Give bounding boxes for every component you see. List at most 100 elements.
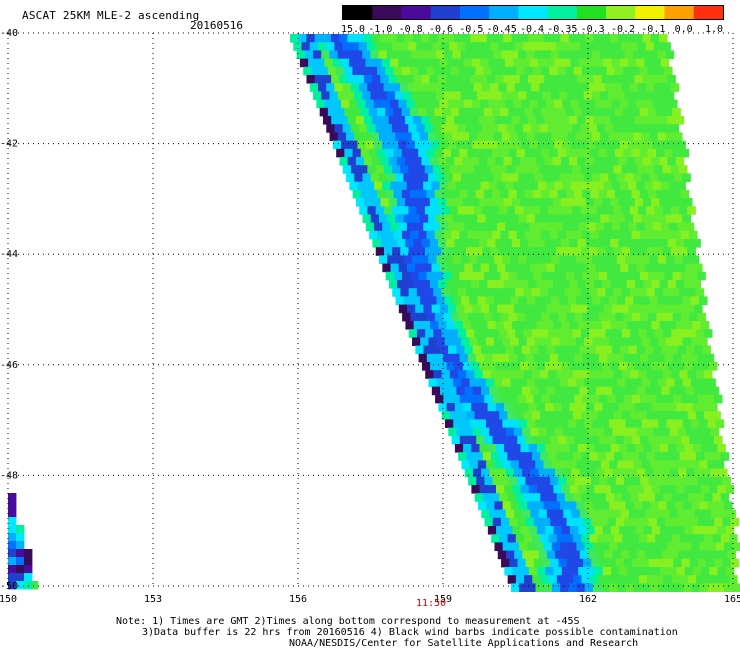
wind-cell [694, 509, 704, 519]
wind-cell [600, 296, 610, 305]
wind-cell [624, 558, 633, 568]
wind-cell [561, 239, 570, 248]
wind-cell [605, 370, 615, 379]
wind-cell [311, 66, 320, 76]
wind-cell [316, 99, 325, 109]
wind-cell [527, 583, 536, 592]
wind-cell [536, 239, 546, 248]
wind-cell [722, 476, 731, 486]
wind-cell [512, 362, 521, 371]
wind-cell [575, 132, 585, 141]
wind-cell [651, 362, 661, 371]
wind-cell [8, 517, 17, 526]
wind-cell [529, 263, 539, 273]
wind-cell [682, 214, 691, 223]
wind-cell [500, 435, 510, 445]
wind-cell [536, 444, 546, 453]
wind-cell [381, 58, 391, 68]
wind-cell [539, 42, 548, 51]
wind-cell [659, 403, 669, 412]
wind-cell [536, 157, 545, 166]
wind-cell [411, 50, 420, 59]
wind-cell [431, 263, 441, 273]
wind-cell [648, 394, 657, 404]
wind-cell [622, 534, 631, 543]
wind-cell [426, 66, 435, 76]
wind-cell [615, 394, 625, 404]
wind-cell [641, 337, 651, 346]
wind-cell [532, 107, 542, 117]
wind-cell [478, 75, 488, 84]
wind-cell [643, 239, 652, 248]
wind-cell [537, 181, 547, 191]
wind-cell [615, 271, 624, 281]
wind-cell [413, 157, 422, 166]
wind-cell [669, 550, 679, 560]
wind-cell [620, 222, 629, 232]
wind-cell [628, 509, 638, 519]
wind-cell [569, 444, 579, 453]
wind-cell [428, 255, 437, 264]
wind-cell [475, 230, 485, 240]
wind-cell [618, 362, 628, 371]
wind-cell [625, 337, 634, 346]
wind-cell [597, 493, 607, 502]
wind-cell [708, 362, 718, 371]
wind-cell [395, 173, 404, 182]
wind-cell [618, 485, 628, 494]
wind-cell [671, 370, 680, 379]
wind-cell [626, 321, 636, 330]
wind-cell [636, 263, 646, 273]
wind-cell [651, 526, 661, 535]
wind-cell [365, 99, 375, 109]
wind-cell [362, 173, 372, 182]
wind-cell [408, 42, 417, 51]
wind-cell [530, 304, 539, 314]
wind-cell [638, 575, 648, 584]
colorbar-label: -0.6 [429, 24, 453, 35]
wind-cell [671, 452, 680, 461]
wind-cell [658, 460, 667, 469]
wind-cell [554, 222, 564, 232]
wind-cell [618, 157, 627, 166]
wind-cell [569, 157, 578, 166]
wind-cell [504, 485, 513, 494]
wind-cell [446, 362, 456, 371]
wind-cell [580, 247, 590, 256]
wind-cell [334, 83, 343, 92]
wind-cell [403, 50, 412, 59]
wind-cell [574, 189, 583, 199]
wind-cell [543, 378, 552, 387]
wind-cell [451, 230, 460, 240]
wind-cell [561, 485, 571, 494]
wind-cell [607, 476, 617, 486]
wind-cell [544, 34, 553, 43]
wind-cell [642, 34, 652, 43]
wind-cell [576, 337, 585, 346]
wind-cell [531, 452, 541, 461]
wind-cell [401, 148, 411, 158]
wind-cell [460, 173, 470, 182]
wind-cell [699, 542, 709, 551]
wind-cell [689, 517, 699, 527]
wind-cell [578, 567, 587, 576]
wind-cell [621, 42, 630, 51]
wind-cell [495, 198, 504, 207]
wind-cell [408, 288, 418, 297]
wind-cell [400, 206, 409, 215]
wind-cell [446, 280, 455, 289]
wind-cell [593, 116, 603, 125]
wind-cell [546, 509, 556, 519]
wind-cell [479, 280, 488, 289]
wind-cell [603, 99, 612, 109]
wind-cell [608, 337, 618, 346]
wind-cell [573, 534, 582, 543]
wind-cell [548, 411, 557, 420]
wind-cell [553, 526, 563, 535]
wind-cell [605, 124, 614, 133]
wind-cell [636, 140, 645, 150]
latitude-label: -42 [0, 139, 18, 150]
wind-cell [563, 427, 572, 437]
wind-cell [595, 222, 605, 232]
wind-cell [518, 296, 528, 305]
